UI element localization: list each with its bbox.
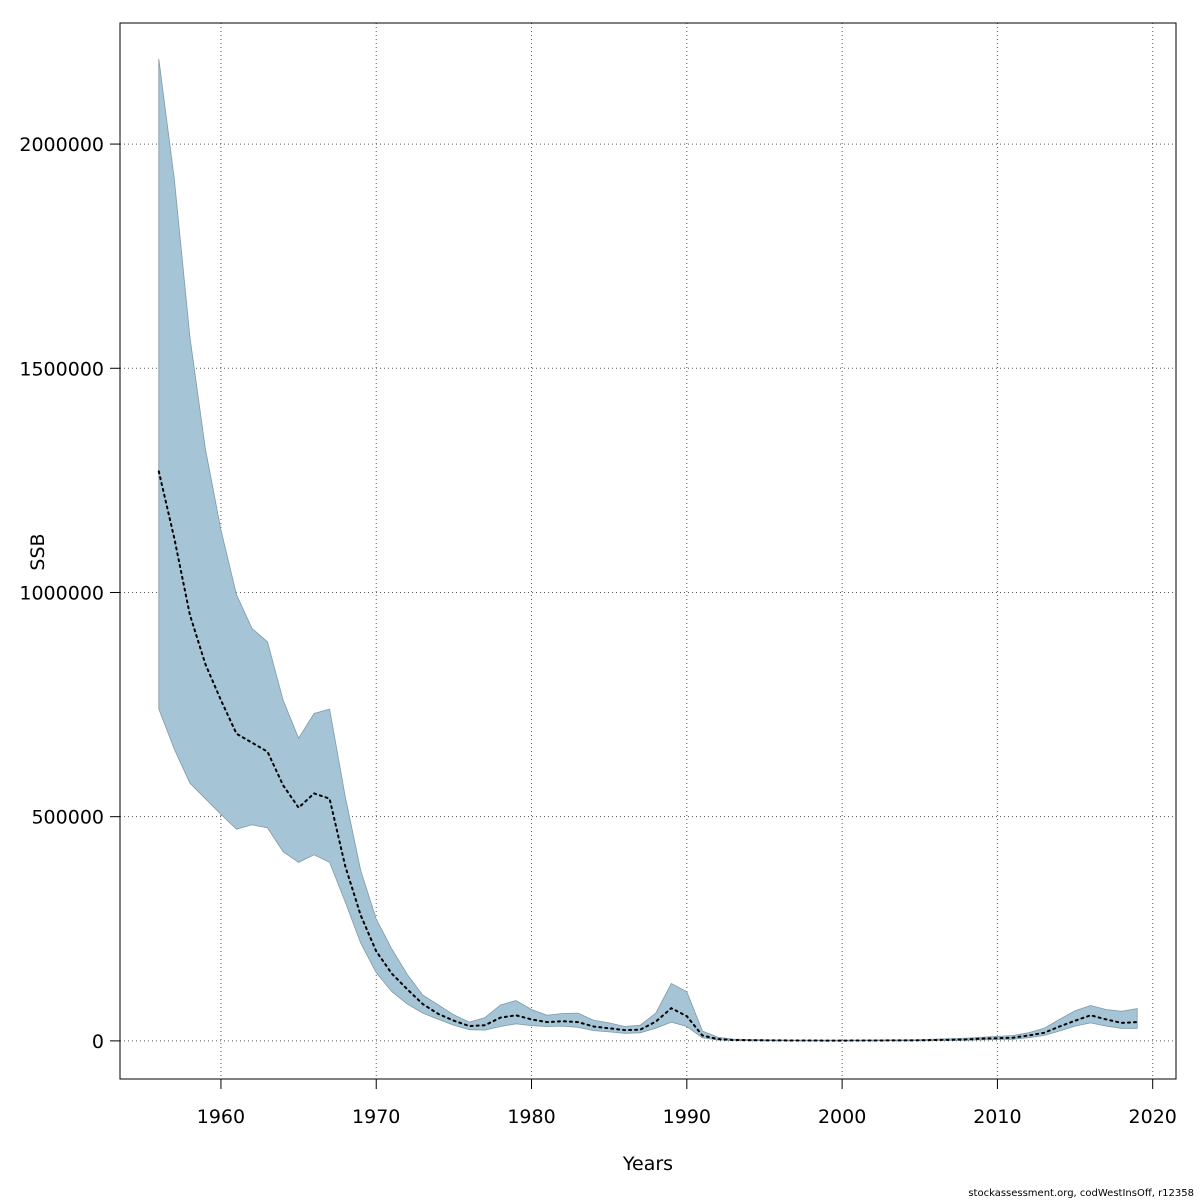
y-tick-label: 500000 (31, 807, 104, 829)
y-axis-title: SSB (27, 533, 49, 570)
y-axis: 0 500000 1000000 1500000 2000000 (19, 134, 121, 1053)
x-tick-label: 1990 (663, 1106, 711, 1128)
y-tick-label: 0 (92, 1031, 104, 1053)
plot-area-frame (119, 22, 1177, 1080)
y-tick-label: 1500000 (19, 358, 104, 380)
x-axis: 1960 1970 1980 1990 2000 2010 2020 (197, 1078, 1177, 1128)
x-tick-label: 1980 (507, 1106, 555, 1128)
confidence-band (158, 58, 1138, 1042)
x-tick-label: 2010 (973, 1106, 1021, 1128)
x-tick-label: 2020 (1129, 1106, 1177, 1128)
y-tick-label: 1000000 (19, 582, 104, 604)
x-tick-label: 2000 (818, 1106, 866, 1128)
grid-lines (120, 23, 1176, 1079)
x-tick-label: 1960 (197, 1106, 245, 1128)
x-axis-title: Years (622, 1153, 673, 1175)
ssb-estimate-line (157, 470, 1139, 1042)
x-tick-label: 1970 (352, 1106, 400, 1128)
y-tick-label: 2000000 (19, 134, 104, 156)
footer-credit: stockassessment.org, codWestInsOff, r123… (968, 1188, 1194, 1199)
